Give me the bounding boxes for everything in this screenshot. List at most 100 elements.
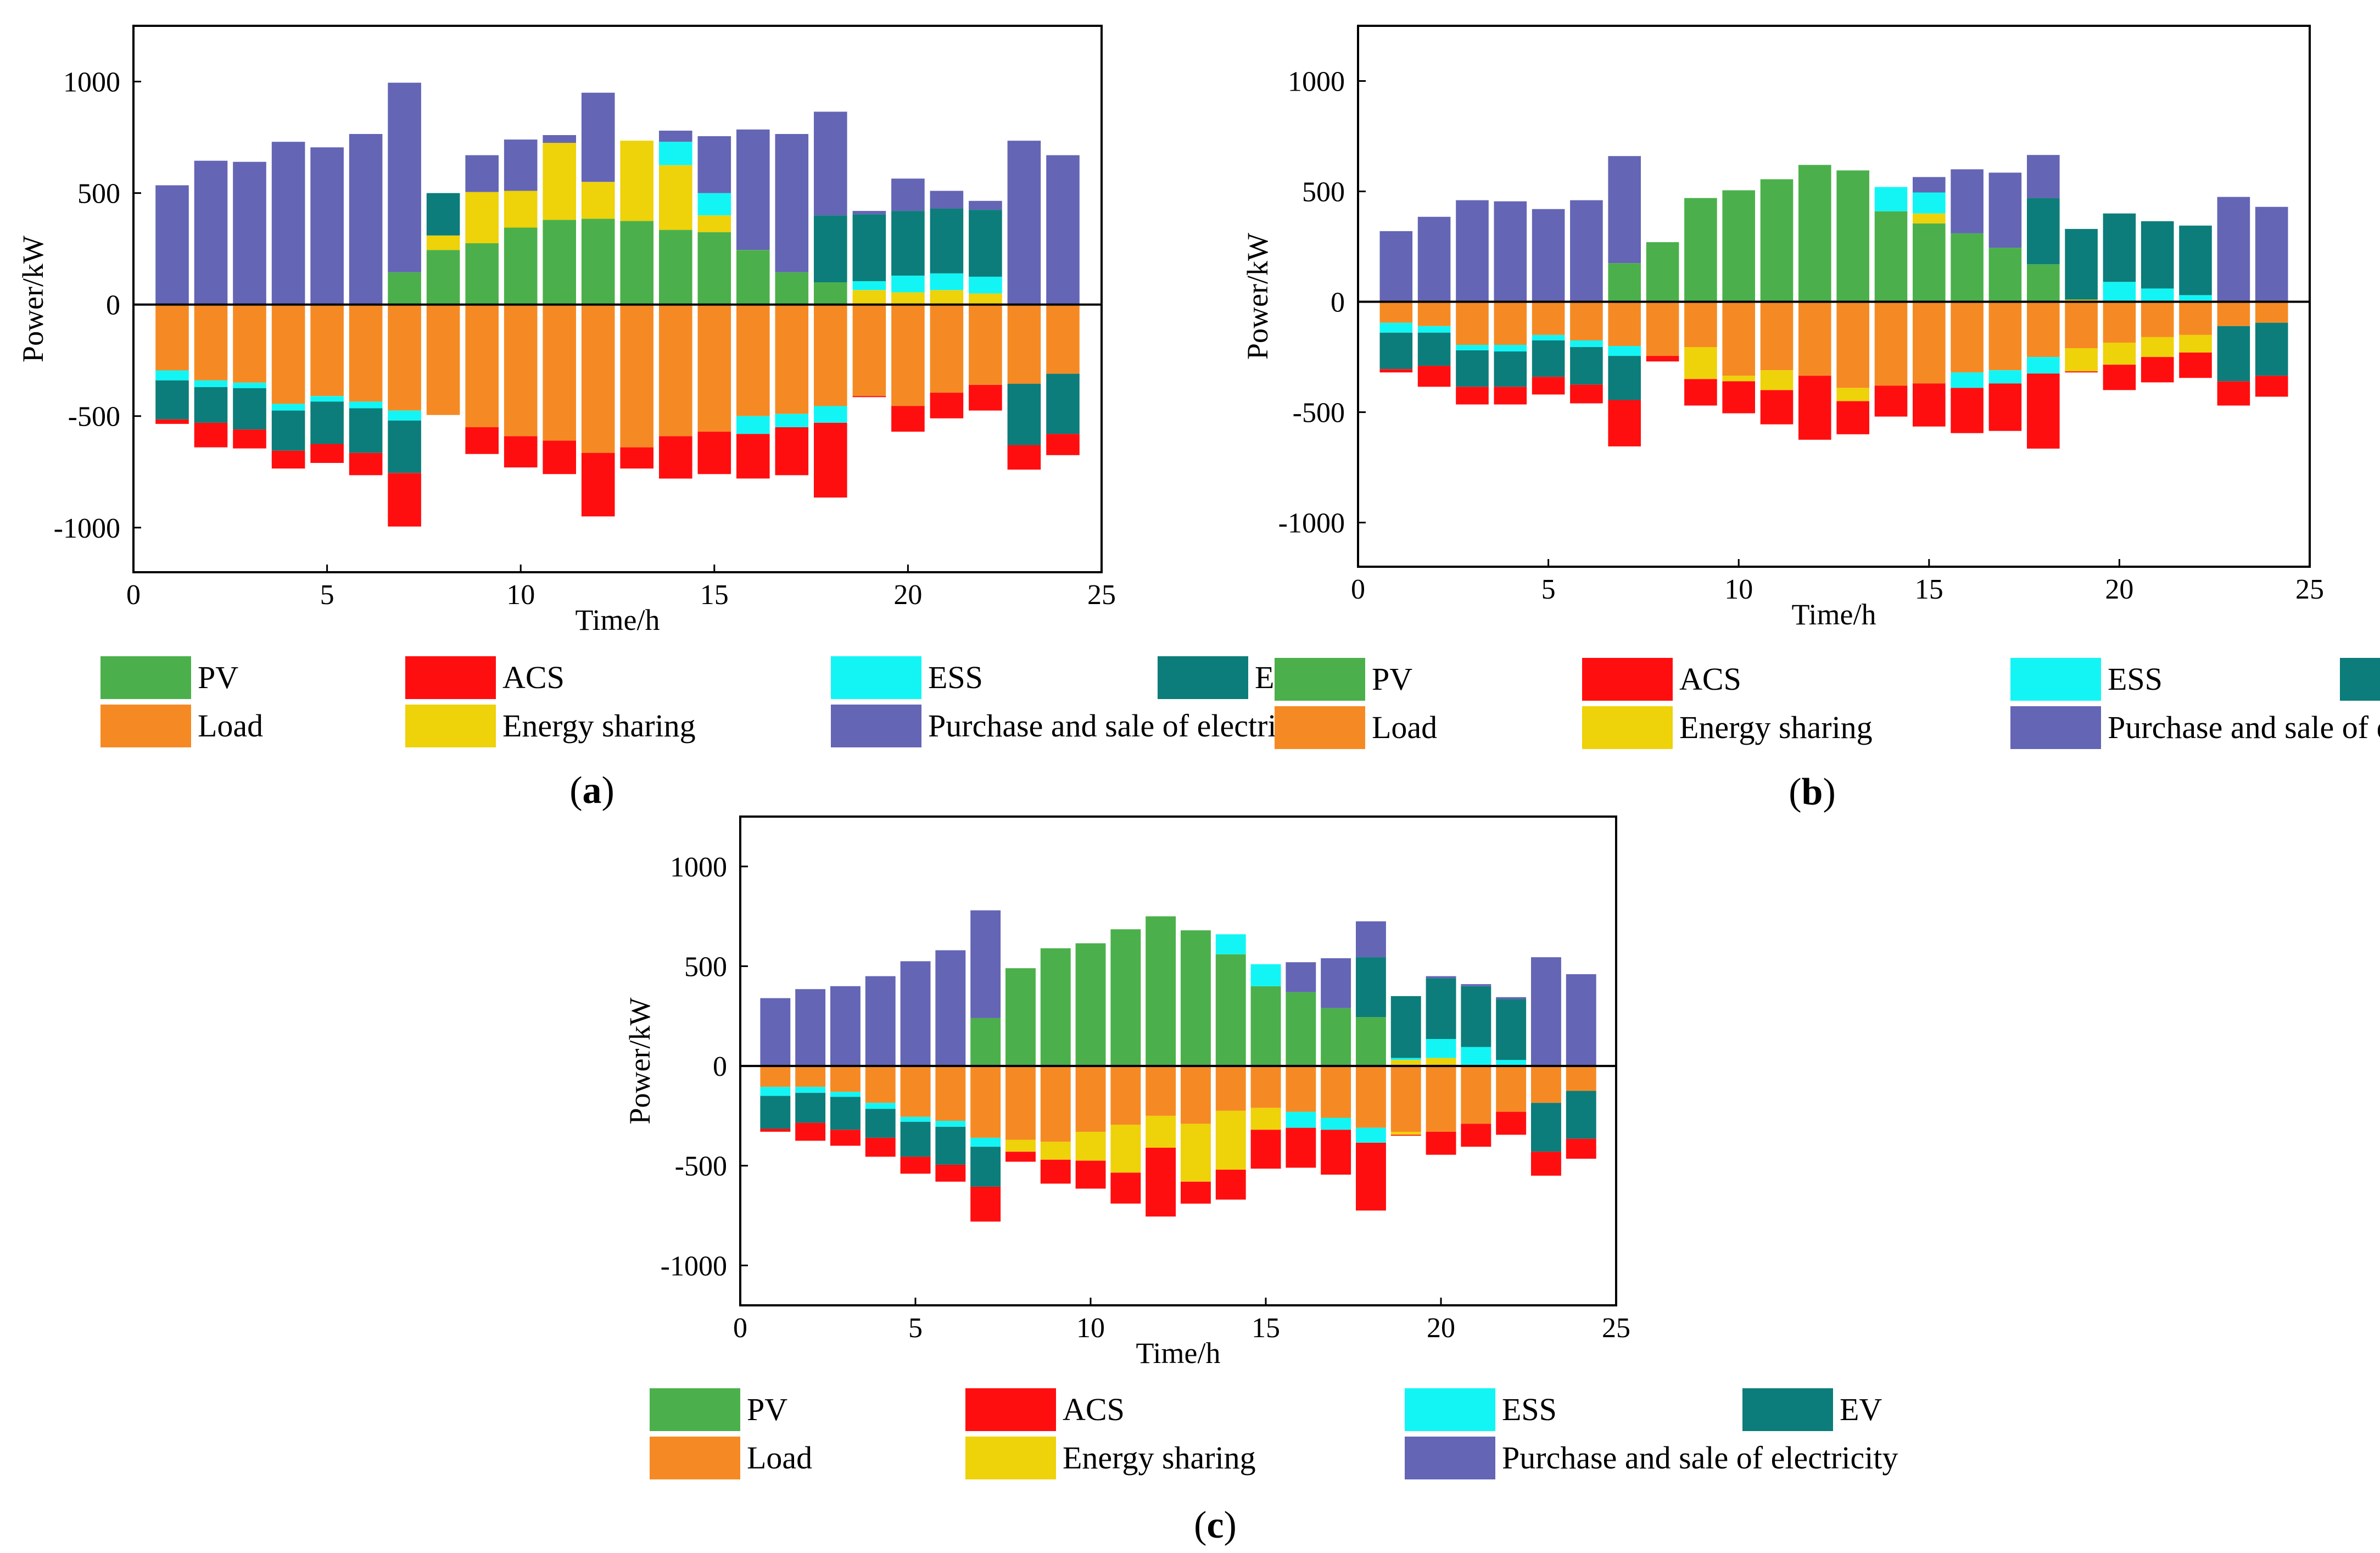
bar-load-h10 bbox=[1075, 1066, 1106, 1132]
bar-acs-h14 bbox=[659, 436, 692, 479]
bar-share-h13 bbox=[1181, 1124, 1211, 1182]
x-tick-label: 5 bbox=[1541, 574, 1556, 605]
bar-acs-h4 bbox=[271, 450, 305, 469]
bar-pv-h7 bbox=[388, 272, 421, 305]
bar-ess-h1 bbox=[1379, 322, 1413, 333]
bar-load-h5 bbox=[1532, 301, 1565, 335]
bar-acs-h1 bbox=[760, 1129, 791, 1132]
bar-acs-h9 bbox=[1040, 1159, 1071, 1184]
x-axis-label: Time/h bbox=[1136, 1337, 1220, 1370]
legend-label-pv: PV bbox=[198, 660, 238, 695]
bar-acs-h14 bbox=[1215, 1170, 1246, 1200]
bar-ev-h2 bbox=[194, 387, 228, 423]
bar-pv-h13 bbox=[1836, 170, 1869, 302]
bar-load-h12 bbox=[1146, 1066, 1176, 1116]
bar-grid-h5 bbox=[900, 961, 931, 1066]
chart-panel-a: 0 5 10 15 20 25 -1000 -500 0 500 1000 Time/h Power/k… bbox=[16, 25, 1324, 812]
bar-load-h14 bbox=[1215, 1066, 1246, 1111]
bar-share-h22 bbox=[2179, 334, 2212, 353]
bar-load-h16 bbox=[736, 304, 770, 416]
bar-ess-h20 bbox=[1426, 1039, 1456, 1058]
bar-ev-h5 bbox=[900, 1121, 931, 1157]
bar-share-h21 bbox=[2141, 337, 2174, 357]
legend-swatch-ess bbox=[831, 656, 921, 699]
legend-swatch-ev bbox=[1742, 1388, 1833, 1431]
bar-ev-h21 bbox=[2141, 221, 2174, 289]
y-axis-label: Power/kW bbox=[623, 997, 656, 1124]
legend-label-grid: Purchase and sale of electricity bbox=[1502, 1440, 1898, 1476]
bar-share-h19 bbox=[852, 290, 886, 305]
x-tick-label: 20 bbox=[2105, 574, 2133, 605]
bar-acs-h15 bbox=[1250, 1130, 1281, 1169]
bar-load-h11 bbox=[543, 304, 576, 441]
legend-label-pv: PV bbox=[747, 1392, 787, 1427]
bar-acs-h10 bbox=[504, 436, 538, 468]
legend-label-load: Load bbox=[1372, 710, 1437, 745]
x-tick-label: 0 bbox=[1351, 574, 1365, 605]
bar-pv-h10 bbox=[1075, 943, 1106, 1066]
bar-ess-h20 bbox=[891, 275, 925, 293]
bar-share-h14 bbox=[659, 165, 692, 230]
bar-load-h18 bbox=[814, 304, 847, 406]
bar-share-h14 bbox=[1215, 1110, 1246, 1170]
bar-ess-h18 bbox=[1356, 1127, 1386, 1143]
bar-ess-h19 bbox=[852, 281, 886, 291]
bar-acs-h18 bbox=[814, 422, 847, 498]
bar-acs-h2 bbox=[194, 422, 228, 448]
bar-grid-h3 bbox=[233, 161, 266, 305]
bar-ess-h6 bbox=[1570, 340, 1603, 347]
panel-caption: (b) bbox=[1789, 771, 1836, 813]
bar-acs-h1 bbox=[1379, 369, 1413, 373]
bar-share-h22 bbox=[969, 293, 1002, 305]
bar-ev-h3 bbox=[1456, 350, 1489, 387]
x-tick-label: 15 bbox=[1915, 574, 1943, 605]
bar-pv-h13 bbox=[1181, 930, 1211, 1066]
y-tick-label: 0 bbox=[106, 290, 120, 321]
bar-load-h16 bbox=[1951, 301, 1984, 373]
y-tick-label: 500 bbox=[77, 178, 120, 210]
y-tick-label: -1000 bbox=[661, 1250, 727, 1282]
bar-acs-h20 bbox=[2103, 365, 2136, 390]
bar-share-h15 bbox=[1913, 213, 1946, 224]
bar-acs-h23 bbox=[1007, 445, 1041, 470]
bar-acs-h13 bbox=[1836, 401, 1869, 434]
bar-ev-h21 bbox=[930, 209, 964, 273]
bar-load-h8 bbox=[426, 304, 460, 415]
x-tick-label: 10 bbox=[1724, 574, 1753, 605]
bar-load-h17 bbox=[775, 304, 809, 414]
bar-ev-h4 bbox=[1494, 351, 1527, 387]
bar-pv-h8 bbox=[1005, 968, 1036, 1066]
bar-load-h8 bbox=[1005, 1066, 1036, 1140]
bar-grid-h16 bbox=[736, 129, 770, 250]
bar-share-h15 bbox=[697, 215, 731, 232]
bar-share-h12 bbox=[581, 182, 615, 219]
bar-pv-h13 bbox=[620, 221, 653, 305]
x-tick-label: 25 bbox=[1602, 1312, 1630, 1344]
x-tick-label: 15 bbox=[700, 579, 729, 611]
chart-panel-c: 0 5 10 15 20 25 -1000 -500 0 500 1000 Time/h Power/k… bbox=[623, 815, 1898, 1546]
bar-grid-h9 bbox=[465, 155, 499, 192]
bar-load-h11 bbox=[1760, 301, 1794, 371]
bar-grid-h12 bbox=[581, 92, 615, 182]
bar-ess-h7 bbox=[970, 1137, 1001, 1147]
bar-grid-h15 bbox=[697, 136, 731, 193]
bar-acs-h1 bbox=[155, 419, 189, 424]
bar-grid-h6 bbox=[935, 950, 966, 1066]
x-tick-label: 25 bbox=[1087, 579, 1116, 611]
bar-load-h7 bbox=[1608, 301, 1641, 346]
bar-acs-h21 bbox=[2141, 357, 2174, 383]
bar-grid-h17 bbox=[1988, 172, 2022, 248]
bar-grid-h18 bbox=[2027, 155, 2060, 198]
bar-grid-h2 bbox=[1417, 216, 1451, 302]
bar-load-h20 bbox=[891, 304, 925, 406]
bar-pv-h10 bbox=[504, 227, 538, 305]
plot-frame bbox=[739, 815, 1617, 1306]
bar-load-h14 bbox=[1874, 301, 1908, 386]
bar-share-h19 bbox=[2065, 299, 2098, 302]
bar-load-h2 bbox=[194, 304, 228, 381]
bar-acs-h15 bbox=[1913, 383, 1946, 427]
bar-ess-h16 bbox=[1286, 1111, 1316, 1128]
legend-swatch-ev bbox=[1158, 656, 1248, 699]
bar-pv-h16 bbox=[1286, 992, 1316, 1066]
